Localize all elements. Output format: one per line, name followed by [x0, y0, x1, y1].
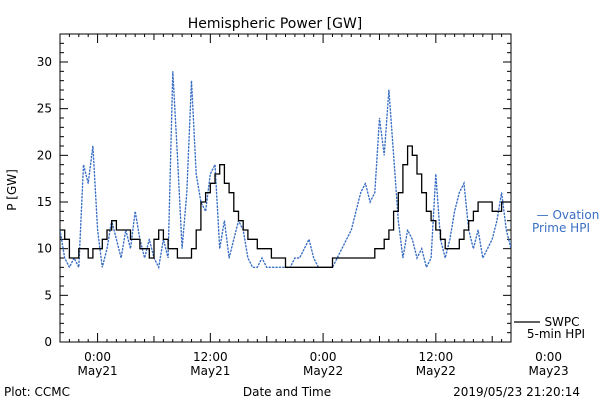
y-tick-label: 20 — [37, 148, 52, 162]
y-tick-label: 30 — [37, 55, 52, 69]
x-tick-date-label: May23 — [529, 364, 569, 378]
legend-ovation-line1: — Ovation — [537, 208, 600, 222]
footer-timestamp: 2019/05/23 21:20:14 — [453, 385, 580, 399]
series-layer — [60, 71, 511, 270]
x-tick-date-label: May22 — [416, 364, 456, 378]
series-swpc-line — [60, 145, 511, 268]
x-axis-ticks: 0:00May2112:00May210:00May2212:00May220:… — [68, 34, 569, 378]
x-tick-time-label: 0:00 — [535, 350, 562, 364]
x-tick-date-label: May21 — [78, 364, 118, 378]
legend-ovation-line2: Prime HPI — [532, 221, 590, 235]
series-ovation-line — [60, 71, 511, 270]
footer-plot-credit: Plot: CCMC — [4, 385, 70, 399]
x-tick-time-label: 0:00 — [84, 350, 111, 364]
x-tick-date-label: May22 — [303, 364, 343, 378]
y-axis-ticks: 0 5 10 15 20 25 30 — [37, 33, 511, 349]
y-tick-label: 25 — [37, 102, 52, 116]
y-tick-label: 10 — [37, 242, 52, 256]
y-tick-label: 15 — [37, 195, 52, 209]
legend-swpc-line1: SWPC — [544, 315, 579, 329]
chart-title: Hemispheric Power [GW] — [188, 16, 363, 32]
y-tick-label: 0 — [44, 335, 52, 349]
x-axis-label: Date and Time — [243, 385, 331, 399]
x-tick-date-label: May21 — [190, 364, 230, 378]
plot-border — [59, 33, 512, 343]
x-tick-time-label: 12:00 — [193, 350, 228, 364]
plot-frame — [59, 33, 512, 343]
legend-swpc-line2: 5-min HPI — [527, 327, 585, 341]
y-axis-label: P [GW] — [5, 169, 19, 211]
x-tick-time-label: 12:00 — [419, 350, 454, 364]
y-tick-label: 5 — [44, 288, 52, 302]
x-tick-time-label: 0:00 — [310, 350, 337, 364]
